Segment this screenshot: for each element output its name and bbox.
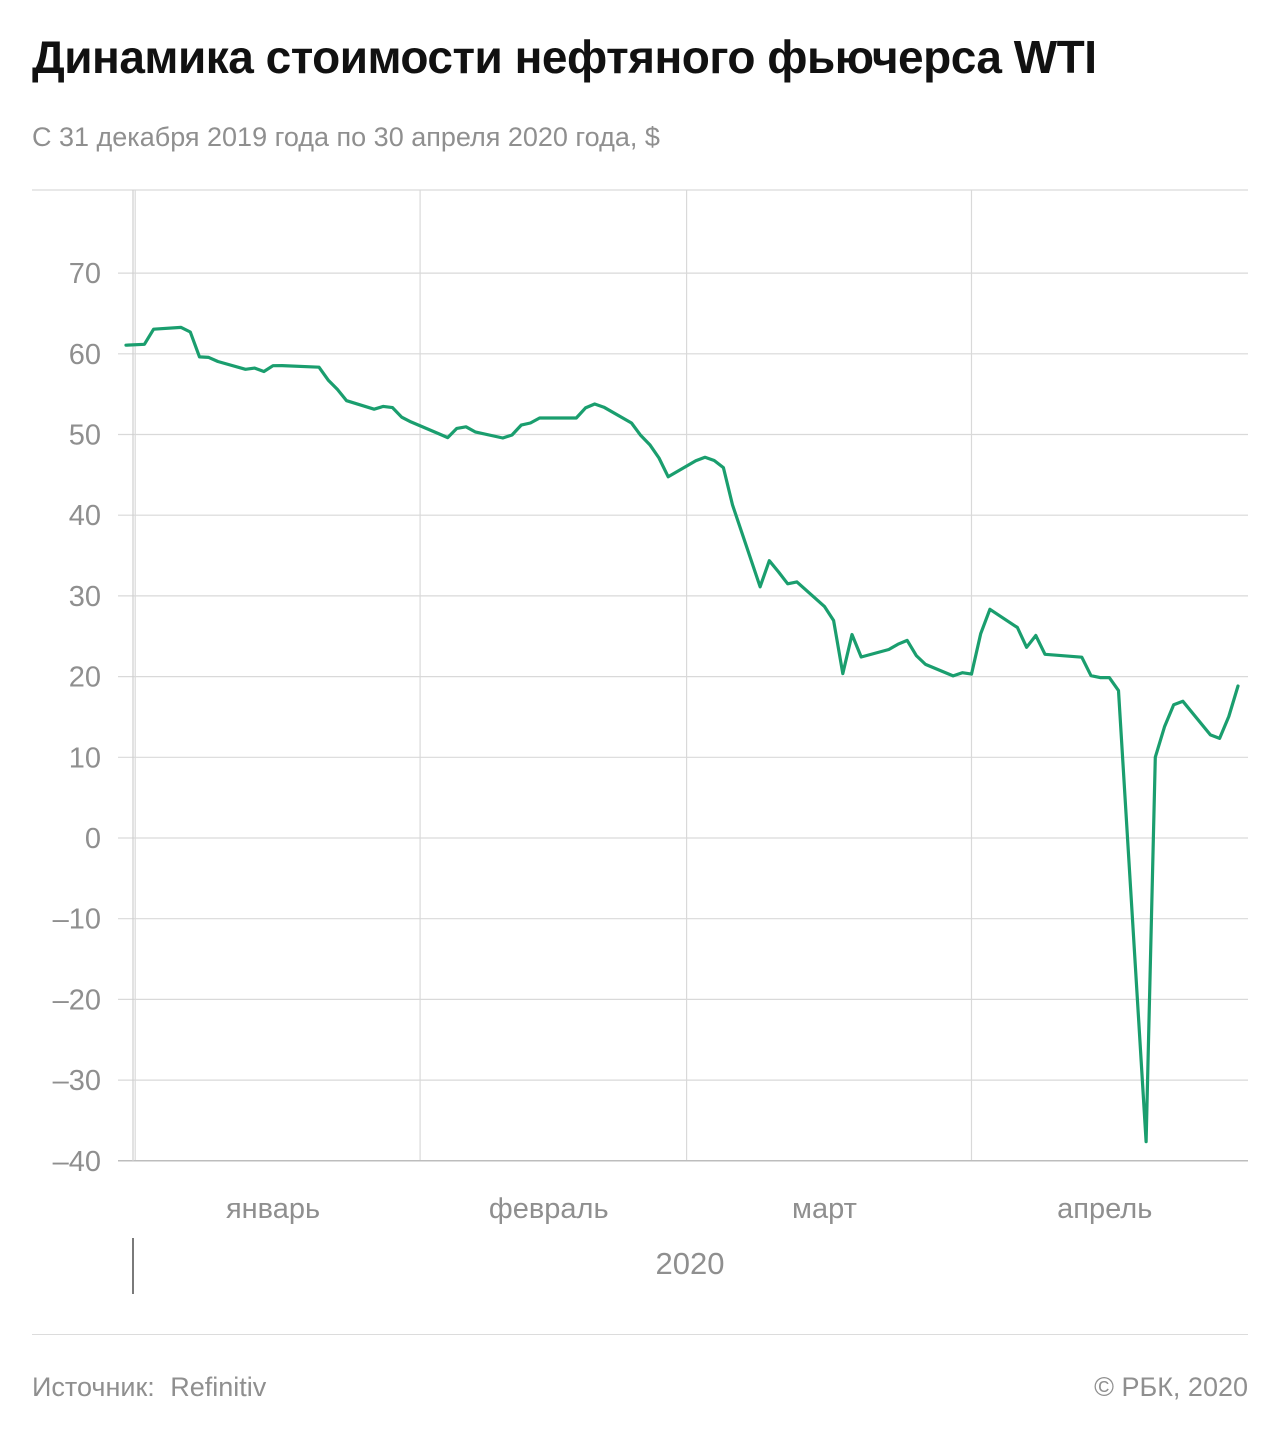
source-note: Источник: Refinitiv xyxy=(32,1372,266,1403)
year-boundary-tick xyxy=(132,1238,134,1294)
y-tick-label: 50 xyxy=(69,420,101,452)
source-value: Refinitiv xyxy=(170,1372,267,1402)
y-tick-label: –20 xyxy=(53,984,101,1016)
x-tick-label: январь xyxy=(226,1193,320,1225)
copyright-credit: © РБК, 2020 xyxy=(1094,1372,1248,1402)
source-label: Источник: xyxy=(32,1372,155,1402)
y-tick-label: 30 xyxy=(69,581,101,613)
chart-subtitle: С 31 декабря 2019 года по 30 апреля 2020… xyxy=(32,122,660,152)
x-tick-label: февраль xyxy=(489,1193,609,1225)
y-tick-label: 10 xyxy=(69,742,101,774)
y-tick-label: 20 xyxy=(69,662,101,694)
y-tick-label: 0 xyxy=(85,823,101,855)
y-tick-label: –40 xyxy=(53,1146,101,1178)
line-chart: 70 60 50 40 30 20 10 0 –10 –20 –30 –40 январь февраль… xyxy=(32,189,1248,1225)
y-tick-label: 40 xyxy=(69,500,101,532)
x-tick-label: апрель xyxy=(1057,1193,1152,1225)
grid-layer xyxy=(32,189,1248,1161)
footer-divider xyxy=(32,1334,1248,1335)
y-tick-label: –30 xyxy=(53,1065,101,1097)
x-tick-label: март xyxy=(792,1193,857,1225)
y-tick-label: –10 xyxy=(53,904,101,936)
series-layer xyxy=(124,325,1240,1144)
chart-title: Динамика стоимости нефтяного фьючерса WT… xyxy=(32,31,1097,83)
axis-layer xyxy=(118,190,1248,1162)
y-tick-label: 60 xyxy=(69,339,101,371)
label-layer: 70 60 50 40 30 20 10 0 –10 –20 –30 –40 январь февраль… xyxy=(53,258,1153,1225)
series-line-wti xyxy=(124,325,1240,1144)
year-label: 2020 xyxy=(655,1246,725,1281)
y-tick-label: 70 xyxy=(69,258,101,290)
